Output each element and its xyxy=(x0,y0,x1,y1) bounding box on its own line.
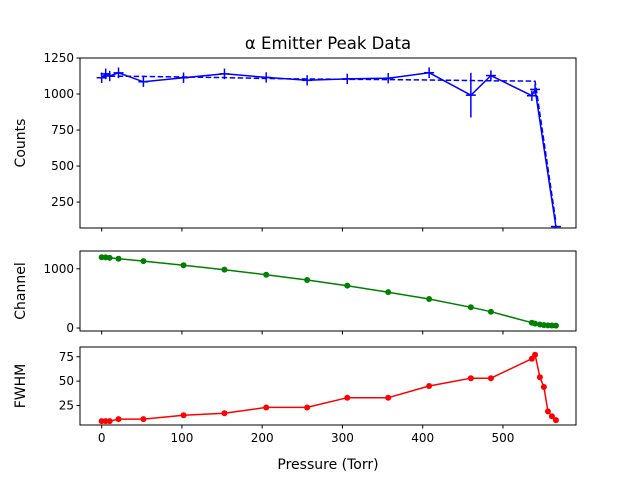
axes-frame xyxy=(79,57,577,229)
data-point xyxy=(487,308,494,315)
data-point xyxy=(467,304,474,311)
data-point xyxy=(532,351,539,358)
data-point xyxy=(304,404,311,411)
y-tick-label: 75 xyxy=(59,350,74,364)
data-point xyxy=(552,417,559,424)
data-point xyxy=(140,258,147,265)
chart-panel-3: 25 50 75 0 100 200 300 400 500 FWHM xyxy=(13,346,577,445)
data-point xyxy=(426,296,433,302)
x-tick-label: 100 xyxy=(170,431,193,445)
y-tick-label: 250 xyxy=(51,195,74,209)
data-point xyxy=(344,394,351,401)
x-tick-label: 500 xyxy=(492,431,515,445)
axes-frame xyxy=(79,346,577,426)
y-tick-label: 1000 xyxy=(43,262,74,276)
data-point xyxy=(180,412,187,419)
data-point xyxy=(180,262,187,269)
y-tick-label: 25 xyxy=(59,399,74,413)
data-point xyxy=(544,408,551,415)
x-tick-label: 400 xyxy=(411,431,434,445)
plot-area xyxy=(96,67,561,228)
data-point xyxy=(426,383,433,389)
data-point xyxy=(540,383,547,390)
data-point xyxy=(221,410,228,417)
y-tick-label: 750 xyxy=(51,123,74,137)
x-tick-label: 0 xyxy=(98,431,106,445)
y-axis-title: FWHM xyxy=(13,364,29,409)
plot-area xyxy=(98,351,559,425)
axes-frame xyxy=(79,250,577,332)
data-point xyxy=(548,413,555,420)
data-point xyxy=(106,418,113,425)
data-point xyxy=(304,277,311,284)
x-tick-label: 300 xyxy=(331,431,354,445)
y-axis-title: Channel xyxy=(13,262,29,319)
data-point xyxy=(467,375,474,382)
data-point xyxy=(115,416,122,423)
x-tick-label: 200 xyxy=(251,431,274,445)
y-tick-label: 50 xyxy=(59,374,74,388)
data-point xyxy=(140,416,147,423)
data-point xyxy=(106,254,113,261)
data-point xyxy=(552,322,559,329)
series-line-1 xyxy=(101,71,557,227)
x-axis-title: Pressure (Torr) xyxy=(277,457,378,473)
chart-title: α Emitter Peak Data xyxy=(245,34,411,53)
panels: 25050075010001250Counts01000Channel25507… xyxy=(13,51,577,445)
series-line-2 xyxy=(101,75,557,223)
y-tick-label: 500 xyxy=(51,159,74,173)
data-point xyxy=(263,271,270,278)
y-tick-label: 1250 xyxy=(43,51,74,65)
data-point xyxy=(536,374,543,381)
y-tick-label: 0 xyxy=(66,321,74,335)
y-axis-title: Counts xyxy=(13,119,29,168)
plot-area xyxy=(98,254,559,329)
y-tick-label: 1000 xyxy=(43,87,74,101)
data-point xyxy=(532,320,539,327)
series-line-1 xyxy=(101,256,556,327)
chart-panel-1: 250 500 750 1000 1250 Counts xyxy=(13,51,577,232)
data-point xyxy=(115,255,122,262)
data-point xyxy=(221,266,228,273)
data-point xyxy=(344,282,351,289)
data-point xyxy=(487,375,494,382)
series-line-1 xyxy=(101,354,557,422)
data-point xyxy=(385,394,392,401)
chart-panel-2: 0 1000 Channel xyxy=(13,250,577,335)
data-point xyxy=(385,289,392,296)
data-point xyxy=(263,404,270,411)
